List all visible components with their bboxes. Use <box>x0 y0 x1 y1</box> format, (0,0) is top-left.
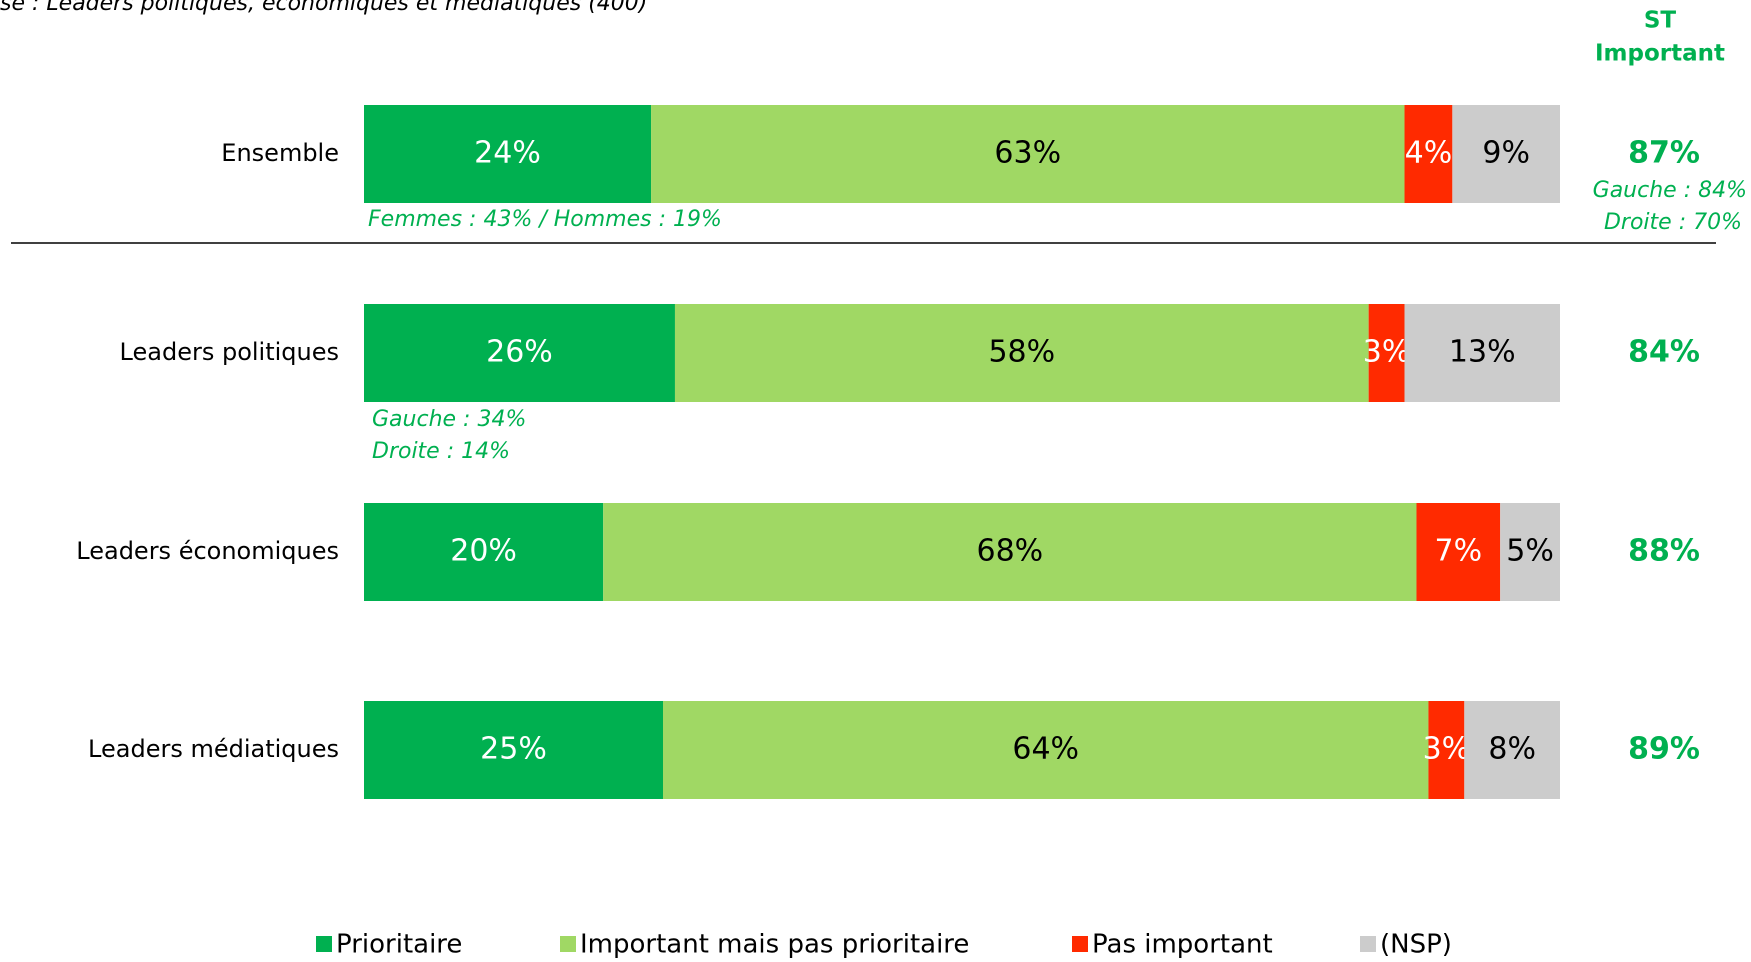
total-label: 89% <box>1628 732 1700 767</box>
annotation: Gauche : 84% <box>1593 178 1747 203</box>
value-label: 13% <box>1449 335 1516 370</box>
annotation: Droite : 70% <box>1604 210 1742 235</box>
value-label: 20% <box>450 534 517 569</box>
legend-label: (NSP) <box>1380 930 1452 960</box>
value-label: 26% <box>486 335 553 370</box>
bar-segment <box>364 701 663 799</box>
legend-swatch <box>1360 936 1376 952</box>
bar-segment <box>651 105 1405 203</box>
legend-swatch <box>316 936 332 952</box>
category-label: Ensemble <box>221 139 339 167</box>
legend-label: Pas important <box>1092 930 1273 960</box>
annotation: Femmes : 43% / Hommes : 19% <box>368 207 722 232</box>
bar-segment <box>674 304 1369 402</box>
totals-header: ST <box>1644 8 1677 34</box>
category-label: Leaders politiques <box>120 338 339 366</box>
bar-segment <box>1500 503 1560 601</box>
bar-segment <box>1452 105 1560 203</box>
value-label: 24% <box>474 136 541 171</box>
category-label: Leaders économiques <box>76 537 339 565</box>
value-label: 9% <box>1482 136 1530 171</box>
bar-segment <box>663 701 1429 799</box>
total-label: 87% <box>1628 136 1700 171</box>
bar-segment <box>1404 304 1560 402</box>
bar-segment <box>1416 503 1501 601</box>
total-label: 88% <box>1628 534 1700 569</box>
value-label: 63% <box>994 136 1061 171</box>
bar-segment <box>1464 701 1560 799</box>
bar-segment <box>364 304 675 402</box>
value-label: 4% <box>1405 136 1453 171</box>
value-label: 3% <box>1423 732 1471 767</box>
value-label: 5% <box>1506 534 1554 569</box>
bar-segment <box>364 105 652 203</box>
legend-swatch <box>1072 936 1088 952</box>
value-label: 68% <box>976 534 1043 569</box>
bar-segment <box>603 503 1417 601</box>
annotation: Droite : 14% <box>372 439 510 464</box>
bar-segment <box>1368 304 1405 402</box>
bar-segment <box>364 503 604 601</box>
bar-segment <box>1428 701 1465 799</box>
value-label: 25% <box>480 732 547 767</box>
category-label: Leaders médiatiques <box>88 735 339 763</box>
bar-segment <box>1404 105 1453 203</box>
total-label: 84% <box>1628 335 1700 370</box>
totals-header: Important <box>1595 41 1725 67</box>
value-label: 3% <box>1363 335 1411 370</box>
legend-label: Prioritaire <box>336 930 462 960</box>
subtitle: se : Leaders politiques, économiques et … <box>0 0 647 16</box>
annotation: Gauche : 34% <box>372 407 526 432</box>
value-label: 58% <box>988 335 1055 370</box>
value-label: 8% <box>1488 732 1536 767</box>
legend-swatch <box>560 936 576 952</box>
legend-label: Important mais pas prioritaire <box>580 930 969 960</box>
value-label: 7% <box>1435 534 1483 569</box>
value-label: 64% <box>1012 732 1079 767</box>
